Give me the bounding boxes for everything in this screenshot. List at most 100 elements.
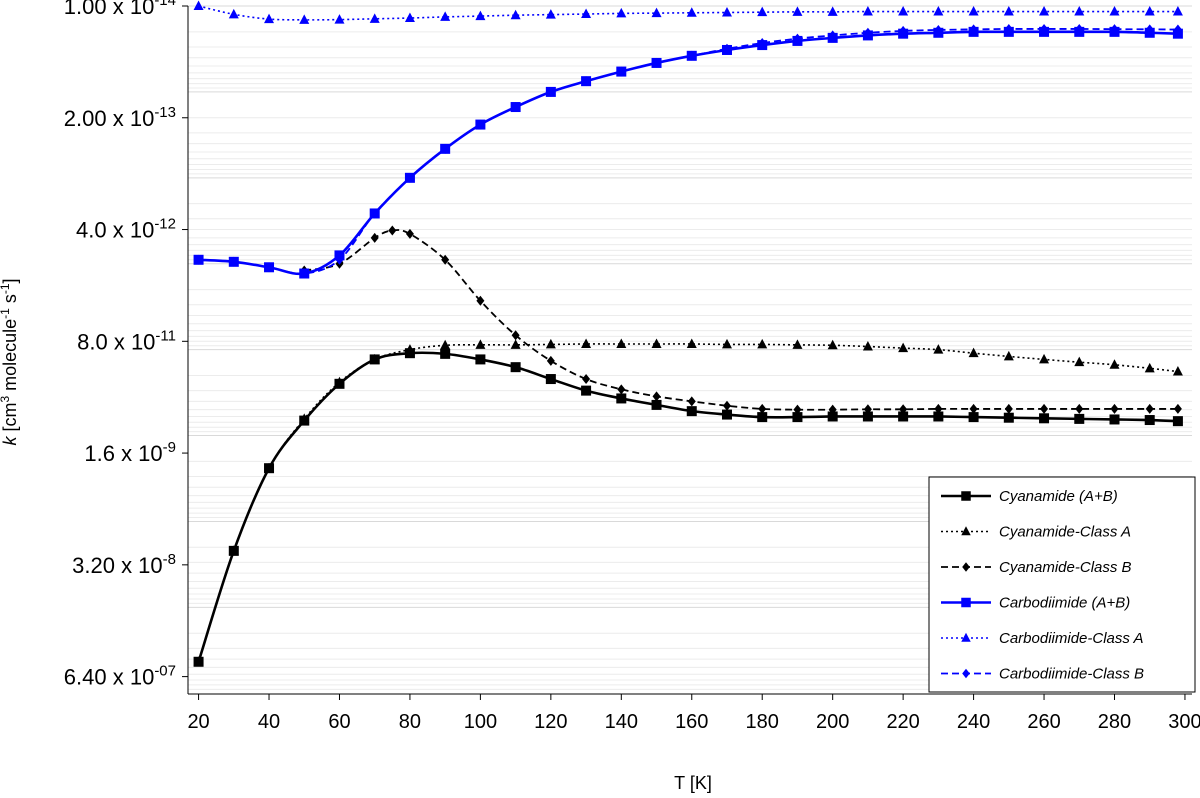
data-point [228, 545, 239, 555]
data-point [581, 8, 592, 19]
legend-marker [962, 668, 970, 679]
data-point [1144, 6, 1155, 16]
data-point [1109, 359, 1120, 369]
data-point [194, 254, 203, 265]
data-point [1145, 403, 1154, 414]
data-point [370, 232, 379, 243]
legend-marker [961, 597, 971, 608]
data-point [686, 338, 697, 349]
data-point [228, 8, 239, 19]
y-tick-label: 3.20 x 10-8 [72, 551, 176, 578]
x-tick-label: 280 [1098, 711, 1131, 733]
data-point [792, 412, 803, 423]
data-point [476, 119, 485, 130]
axes [182, 5, 1192, 700]
legend-marker [961, 632, 971, 642]
data-point [335, 254, 344, 265]
data-point [1004, 403, 1013, 414]
data-point [863, 27, 872, 38]
series-line [197, 343, 1179, 663]
legend-label: Cyanamide-Class A [999, 524, 1131, 541]
x-tick-label: 300 [1168, 711, 1200, 733]
data-point [510, 9, 521, 20]
x-tick-label: 20 [187, 711, 209, 733]
series-line [197, 351, 1178, 663]
y-tick-label: 1.00 x 10-14 [64, 0, 176, 19]
x-tick-label: 140 [605, 711, 638, 733]
y-tick-label: 8.0 x 10-11 [77, 327, 176, 354]
data-point [651, 399, 662, 410]
data-point [899, 25, 908, 36]
data-point [757, 338, 768, 349]
data-point [1110, 403, 1119, 414]
data-point [934, 403, 943, 414]
data-point [1173, 24, 1182, 35]
y-tick-label: 1.6 x 10-9 [84, 439, 176, 466]
data-point [581, 385, 592, 396]
data-point [1003, 6, 1014, 16]
data-point [1039, 6, 1050, 16]
legend-label: Carbodiimide (A+B) [999, 595, 1130, 612]
data-point [1172, 366, 1183, 376]
data-point [1144, 415, 1155, 426]
data-point [1075, 403, 1084, 414]
data-point [546, 355, 555, 366]
data-point [898, 342, 909, 353]
data-point [1040, 403, 1049, 414]
data-point [1109, 6, 1120, 16]
data-point [405, 172, 414, 183]
data-point [722, 400, 731, 411]
series-cyanamide-class-a [193, 338, 1183, 666]
data-point [757, 6, 768, 17]
data-point [934, 24, 943, 35]
data-point [722, 43, 731, 54]
data-point [300, 268, 309, 279]
x-tick-label: 260 [1027, 711, 1060, 733]
data-point [511, 330, 520, 341]
data-point [404, 12, 415, 23]
series-carbodiimide-class-a [193, 0, 1183, 24]
series-carbodiimide-class-b [194, 23, 1182, 279]
legend-marker [961, 526, 971, 536]
data-point [1172, 6, 1183, 16]
data-point [969, 403, 978, 414]
data-point [792, 6, 803, 16]
data-point [616, 7, 627, 18]
data-point [933, 344, 944, 354]
data-point [546, 86, 555, 97]
data-point [827, 339, 838, 350]
data-point [651, 7, 662, 18]
data-point [687, 50, 696, 61]
data-point [229, 256, 238, 267]
legend-item-carbodiimide-a-b: Carbodiimide (A+B) [941, 595, 1130, 612]
data-point [369, 13, 380, 23]
data-point [1172, 416, 1183, 427]
data-point [404, 344, 415, 354]
data-point [1074, 6, 1085, 16]
data-point [828, 30, 837, 41]
x-axis-title: T [K] [674, 773, 712, 793]
data-point [511, 102, 520, 113]
data-point [1173, 403, 1182, 414]
data-point [582, 76, 591, 87]
data-point [1145, 24, 1154, 35]
data-point [405, 228, 414, 239]
data-point [616, 393, 627, 404]
data-point [440, 348, 451, 359]
data-point [617, 66, 626, 77]
y-tick-label: 4.0 x 10-12 [76, 216, 176, 243]
data-point [757, 412, 768, 423]
data-point [1003, 412, 1014, 423]
legend: Cyanamide (A+B) Cyanamide-Class A Cyanamid… [928, 476, 1196, 693]
data-point [968, 6, 979, 16]
data-point [370, 208, 379, 219]
legend-item-cyanamide-class-b: Cyanamide-Class B [941, 559, 1132, 576]
y-tick-label: 6.40 x 10-07 [64, 663, 176, 690]
data-point [193, 0, 204, 10]
data-point [1003, 350, 1014, 361]
legend-marker [962, 562, 970, 572]
data-point [545, 338, 556, 349]
data-point [828, 404, 837, 415]
series-line [198, 5, 1178, 21]
